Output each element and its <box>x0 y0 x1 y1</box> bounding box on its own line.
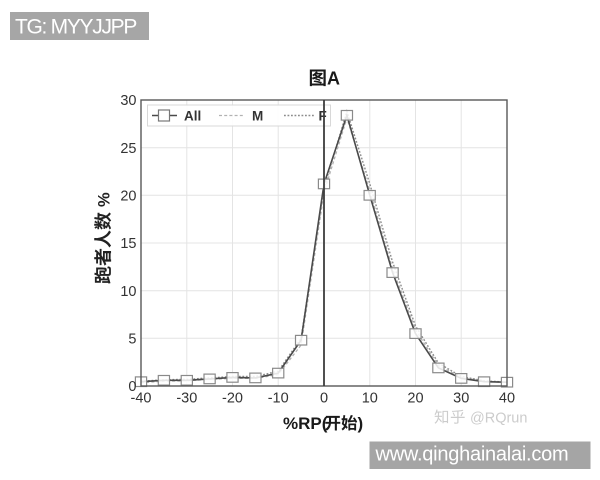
svg-text:%RP(: %RP( <box>283 414 328 433</box>
svg-text:@RQrun: @RQrun <box>470 411 527 427</box>
svg-text:-20: -20 <box>222 391 243 407</box>
svg-text:10: 10 <box>120 284 136 300</box>
svg-text:25: 25 <box>120 141 136 157</box>
svg-text:): ) <box>358 414 364 433</box>
svg-text:-40: -40 <box>131 391 152 407</box>
svg-text:M: M <box>252 109 263 124</box>
svg-text:0: 0 <box>128 379 136 395</box>
svg-text:-10: -10 <box>268 391 289 407</box>
svg-text:20: 20 <box>120 189 136 205</box>
svg-text:40: 40 <box>499 391 515 407</box>
svg-text:20: 20 <box>407 391 423 407</box>
svg-text:All: All <box>184 109 201 124</box>
svg-text:%: % <box>96 192 114 207</box>
svg-text:-30: -30 <box>176 391 197 407</box>
svg-text:5: 5 <box>128 332 136 348</box>
svg-text:www.qinghainalai.com: www.qinghainalai.com <box>375 444 569 466</box>
svg-text:TG: MYYJJPP: TG: MYYJJPP <box>15 16 136 39</box>
svg-text:0: 0 <box>320 391 328 407</box>
svg-text:F: F <box>319 109 327 124</box>
svg-text:10: 10 <box>362 391 378 407</box>
svg-text:A: A <box>327 69 340 89</box>
svg-text:15: 15 <box>120 236 136 252</box>
svg-text:30: 30 <box>120 93 136 109</box>
svg-text:30: 30 <box>453 391 469 407</box>
